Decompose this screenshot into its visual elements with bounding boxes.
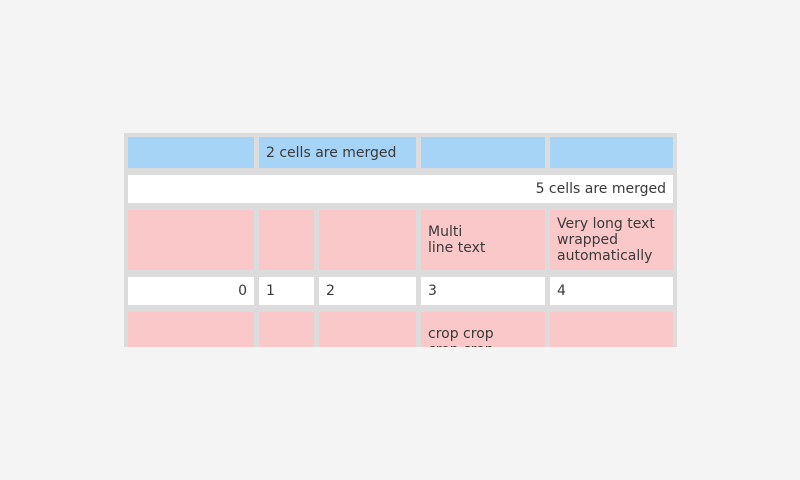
cell-r5c5[interactable] (550, 312, 673, 347)
cell-text: 0 (238, 283, 247, 299)
cell-r1c4[interactable] (421, 137, 545, 168)
cell-r4c1[interactable]: 0 (128, 277, 254, 305)
cell-r5c4[interactable]: crop crop crop crop (421, 312, 545, 347)
cell-r3c2[interactable] (259, 210, 314, 270)
cell-text: 2 cells are merged (266, 144, 397, 161)
cell-r4c2[interactable]: 1 (259, 277, 314, 305)
cell-r1-merged-2[interactable]: 2 cells are merged (259, 137, 416, 168)
cell-r3c4[interactable]: Multi line text (421, 210, 545, 270)
cell-r3c5[interactable]: Very long text wrapped automatically (550, 210, 673, 270)
cell-r4c3[interactable]: 2 (319, 277, 416, 305)
cell-r5c3[interactable] (319, 312, 416, 347)
cell-r4c5[interactable]: 4 (550, 277, 673, 305)
cell-text: crop crop crop crop (428, 326, 494, 347)
table-widget: 2 cells are merged 5 cells are merged Mu… (124, 133, 677, 347)
cell-text: 4 (557, 283, 566, 299)
cell-text: Very long text wrapped automatically (557, 216, 655, 264)
cell-r3c1[interactable] (128, 210, 254, 270)
cell-text: 5 cells are merged (535, 181, 666, 197)
cell-r3c3[interactable] (319, 210, 416, 270)
cell-r5c1[interactable] (128, 312, 254, 347)
cell-text: 2 (326, 283, 335, 299)
cell-r1c5[interactable] (550, 137, 673, 168)
cell-text: Multi line text (428, 224, 486, 256)
cell-r4c4[interactable]: 3 (421, 277, 545, 305)
cell-r2-merged-5[interactable]: 5 cells are merged (128, 175, 673, 203)
cell-text: 3 (428, 283, 437, 299)
cell-r1c1[interactable] (128, 137, 254, 168)
cell-text: 1 (266, 283, 275, 299)
cell-r5c2[interactable] (259, 312, 314, 347)
